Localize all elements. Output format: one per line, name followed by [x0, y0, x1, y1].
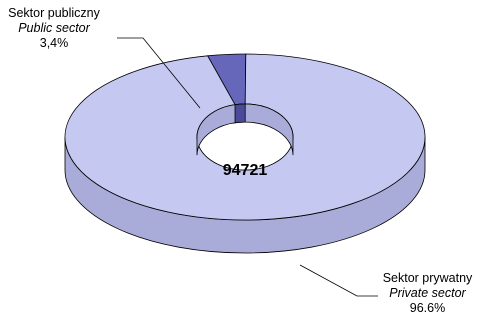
public-sector-name: Sektor publiczny: [8, 6, 100, 20]
inner-wall: [196, 103, 294, 156]
private-sector-name-en: Private sector: [389, 286, 466, 300]
private-sector-label: Sektor prywatny Private sector 96.6%: [366, 271, 489, 316]
private-sector-name: Sektor prywatny: [382, 271, 473, 285]
private-sector-value: 96.6%: [409, 301, 446, 315]
center-total-label: 94721: [223, 162, 268, 179]
slice-0-inner-wall: [234, 103, 246, 124]
public-sector-name-en: Public sector: [18, 21, 90, 35]
donut-slices: [64, 53, 426, 221]
leader-line-private: [299, 264, 378, 297]
public-sector-label: Sektor publiczny Public sector 3,4%: [0, 6, 108, 51]
leader-line-public: [117, 37, 201, 109]
public-sector-value: 3,4%: [39, 36, 69, 50]
